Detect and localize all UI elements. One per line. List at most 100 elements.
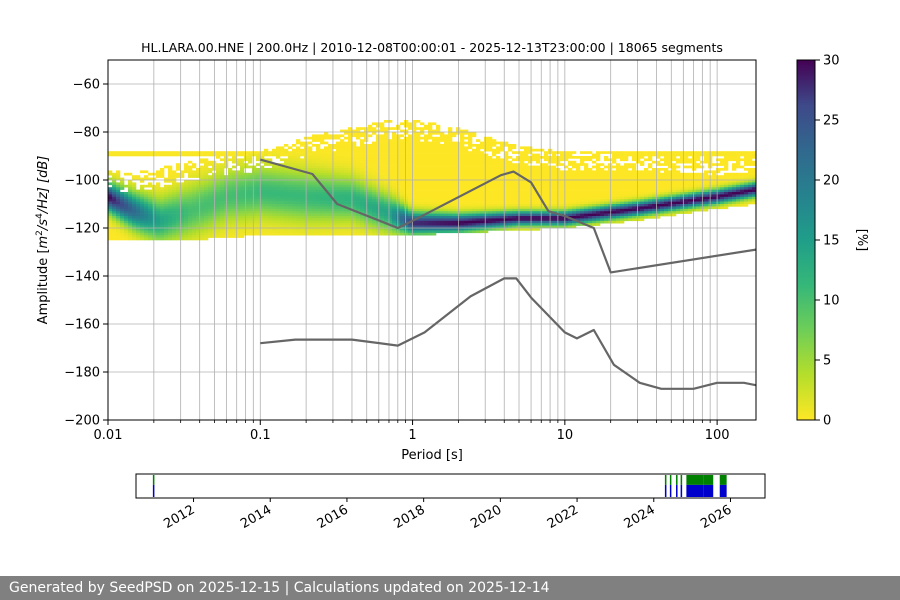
heat-cell [580,151,585,154]
heat-cell [308,184,313,188]
heat-cell [672,199,677,202]
heat-cell [608,151,613,154]
heat-cell [272,220,277,224]
heat-cell [496,220,501,224]
heat-cell [540,175,545,178]
heat-cell [324,192,329,195]
heat-cell [536,177,541,181]
heat-cell [180,196,185,200]
heat-cell [284,230,289,234]
heat-cell [288,172,293,176]
heat-cell [532,213,537,217]
heat-cell [664,158,669,162]
heat-cell [352,177,357,181]
heat-cell [408,199,413,202]
heat-cell [284,208,289,212]
heat-cell [392,158,397,162]
heat-cell [296,153,301,157]
heat-cell [312,160,317,164]
heat-cell [244,180,249,183]
heat-cell [264,182,269,186]
heat-cell [412,201,417,205]
heat-cell [476,182,481,186]
heat-cell [604,170,609,174]
heat-cell [264,218,269,222]
heat-cell [436,158,441,162]
heat-cell [424,153,429,157]
heat-cell [640,216,645,219]
heat-cell [344,151,349,154]
heat-cell [376,139,381,142]
heat-cell [492,165,497,169]
heat-cell [604,218,609,222]
heat-cell [608,172,613,176]
heat-cell [552,153,557,157]
heat-cell [380,151,385,154]
heat-cell [188,208,193,212]
heat-cell [424,194,429,198]
heat-cell [368,208,373,212]
heat-cell [476,218,481,222]
heat-cell [416,120,421,123]
heat-cell [584,206,589,210]
heat-cell [520,172,525,176]
heat-cell [252,199,257,202]
heat-cell [240,204,245,207]
heat-cell [352,218,357,222]
heat-cell [156,170,161,174]
heat-cell [356,158,361,162]
heat-cell [532,196,537,200]
heat-cell [536,216,541,219]
heat-cell [500,218,505,222]
heat-cell [124,213,129,217]
heat-cell [652,170,657,174]
heat-cell [328,144,333,147]
heat-cell [452,160,457,164]
heat-cell [332,170,337,174]
heat-cell [392,189,397,193]
heat-cell [248,182,253,186]
heat-cell [644,199,649,202]
heat-cell [436,132,441,135]
heat-cell [432,156,437,159]
heat-cell [568,175,573,178]
heat-cell [356,177,361,181]
heat-cell [300,180,305,183]
heat-cell [364,136,369,140]
heat-cell [648,187,653,190]
heat-cell [472,177,477,181]
heat-cell [592,201,597,205]
heat-cell [488,223,493,226]
heat-cell [624,180,629,183]
heat-cell [384,216,389,219]
heat-cell [244,177,249,181]
heat-cell [524,216,529,219]
heat-cell [412,225,417,229]
heat-cell [596,156,601,159]
heat-cell [636,208,641,212]
heat-cell [672,165,677,169]
heat-cell [524,146,529,150]
heat-cell [500,144,505,147]
heat-cell [476,230,481,234]
heat-cell [452,192,457,195]
heat-cell [404,158,409,162]
heat-cell [420,206,425,210]
heat-cell [452,170,457,174]
heat-cell [360,194,365,198]
heat-cell [272,175,277,178]
heat-cell [552,182,557,186]
heat-cell [404,225,409,229]
heat-cell [464,151,469,154]
heat-cell [416,201,421,205]
heat-cell [672,180,677,183]
heat-cell [520,153,525,157]
heat-cell [636,170,641,174]
heat-cell [196,153,201,157]
heat-cell [264,206,269,210]
heat-cell [364,182,369,186]
heat-cell [204,225,209,229]
heat-cell [600,192,605,195]
heat-cell [572,194,577,198]
heat-cell [188,237,193,241]
